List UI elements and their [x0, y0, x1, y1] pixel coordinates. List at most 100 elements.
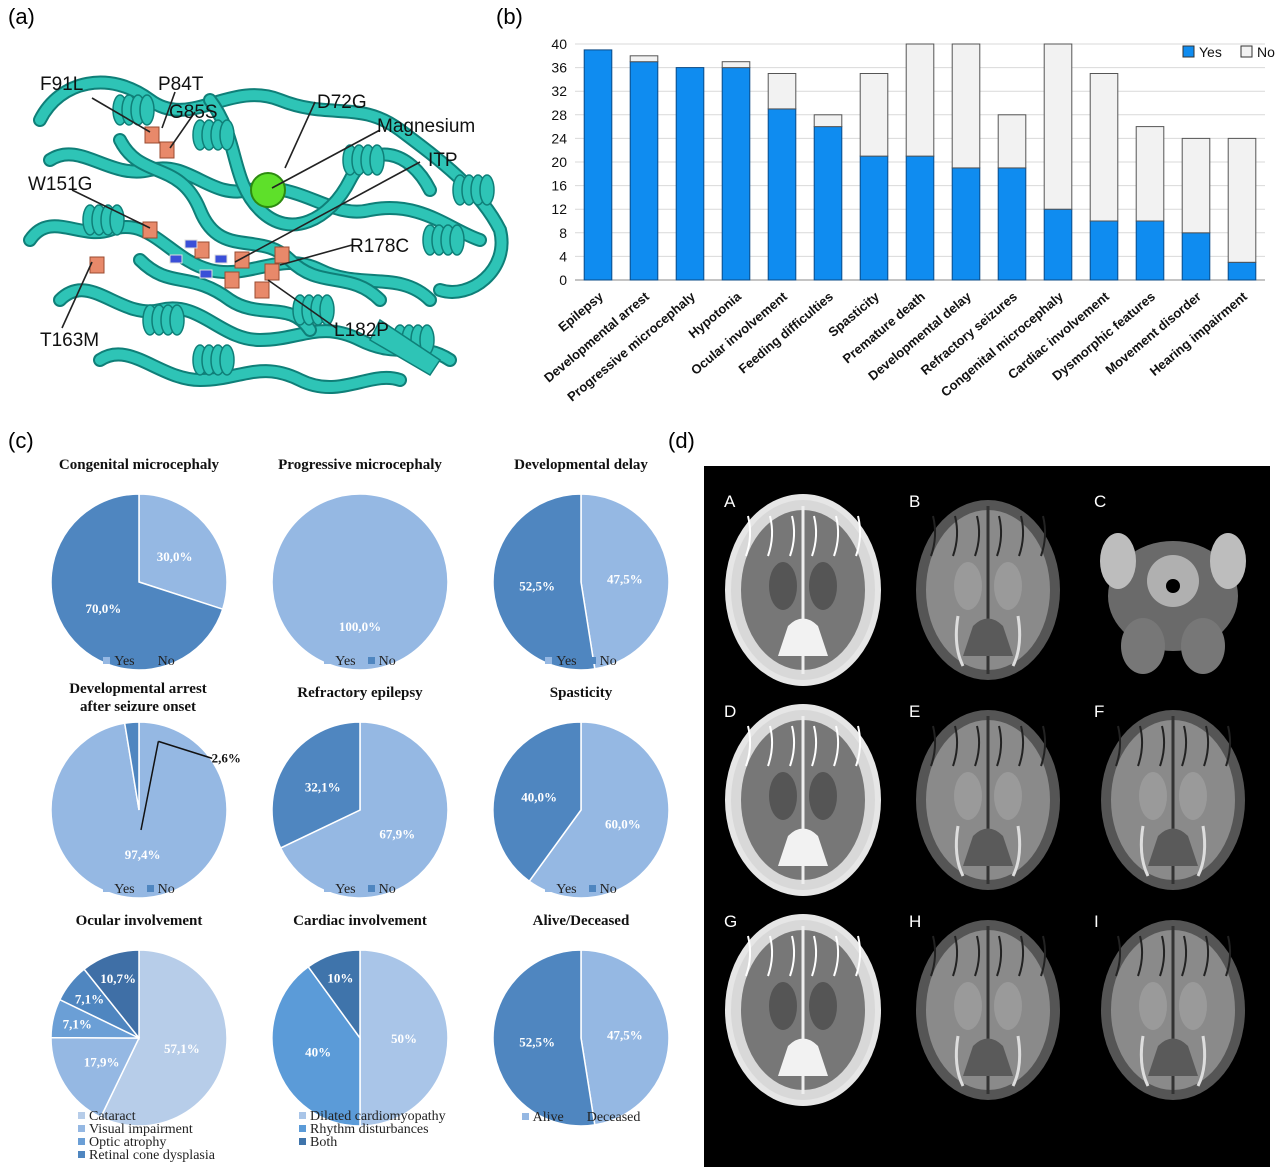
- mutation-label-d72g: D72G: [317, 92, 367, 113]
- pie-label-leader: [140, 741, 160, 831]
- y-tick-label: 40: [551, 36, 567, 52]
- mri-panel-label: A: [724, 492, 736, 511]
- legend-label: Optic atrophy: [89, 1135, 167, 1150]
- legend-swatch: [545, 885, 553, 892]
- pie-svg: 100,0%: [271, 493, 449, 671]
- mutation-sites: [89, 126, 290, 299]
- legend-swatch: [146, 657, 154, 664]
- pie-slice: [138, 493, 228, 611]
- brain-scan-image: [725, 914, 881, 1106]
- legend-label: No: [599, 654, 617, 669]
- legend-swatch: [78, 1151, 85, 1158]
- pie-value-label: 47,5%: [607, 572, 643, 587]
- legend-swatch: [521, 1113, 529, 1120]
- mri-panel-label: H: [909, 912, 922, 931]
- label-leader-lines: [61, 91, 421, 329]
- legend-label: Deceased: [586, 1110, 641, 1125]
- pie-slice: [99, 949, 228, 1127]
- pie-chart-5: Refractory epilepsy 67,9% 32,1% Yes No: [249, 680, 471, 905]
- legend-label: Dilated cardiomyopathy: [310, 1109, 446, 1124]
- pie-slice: [83, 949, 140, 1041]
- brain-scan-image: [916, 920, 1060, 1100]
- legend-label: Yes: [556, 654, 577, 669]
- mri-scan-b: B: [903, 486, 1073, 694]
- legend-swatch: [324, 885, 332, 892]
- legend-label: No: [1257, 44, 1275, 60]
- legend-swatch: [588, 885, 596, 892]
- legend-item: Yes: [103, 882, 135, 898]
- pie-svg: 57,1% 17,9% 7,1% 7,1% 10,7%: [50, 949, 228, 1127]
- pie-value-label: 50%: [391, 1031, 417, 1046]
- bar-no: [629, 55, 659, 63]
- pie-title: Refractory epilepsy: [297, 685, 423, 701]
- mutation-label-r178c: R178C: [350, 236, 409, 257]
- pie-legend: Cataract Visual impairment Optic atrophy Re…: [78, 1110, 300, 1163]
- mri-panel-label: F: [1094, 702, 1105, 721]
- pie-title: Congenital microcephaly: [58, 457, 220, 473]
- legend-item: No: [367, 654, 396, 670]
- mri-panel-label: D: [724, 702, 737, 721]
- pie-slice: [50, 1036, 141, 1119]
- legend-label: Yes: [335, 882, 356, 897]
- mutation-label-w151g: W151G: [28, 174, 92, 195]
- brain-scan-image: [725, 704, 881, 896]
- bar-yes: [583, 49, 613, 281]
- y-tick-label: 28: [551, 107, 567, 123]
- pie-value-label: 2,6%: [212, 750, 241, 765]
- mri-scan-d: D: [718, 696, 888, 904]
- brain-scan-image: [725, 494, 881, 686]
- legend-swatch: [78, 1112, 85, 1119]
- pie-slice: [271, 493, 449, 671]
- mri-scan-c: C: [1088, 486, 1258, 694]
- legend-label: No: [157, 654, 175, 669]
- pie-title: Ocular involvement: [75, 913, 203, 929]
- pie-chart-6: Spasticity 60,0% 40,0% Yes No: [470, 680, 692, 905]
- y-tick-label: 12: [551, 201, 567, 217]
- pie-chart-7: Ocular involvement 57,1% 17,9% 7,1% 7,1% 10,7…: [28, 908, 250, 1163]
- legend-label: Yes: [556, 882, 577, 897]
- bar-no: [1227, 137, 1257, 263]
- bar-yes: [1181, 232, 1211, 281]
- pie-value-label: 10,7%: [100, 971, 136, 986]
- bar-no: [1043, 43, 1073, 210]
- legend-label: Rhythm disturbances: [310, 1122, 429, 1137]
- mri-scan-e: E: [903, 696, 1073, 904]
- pie-svg: 60,0% 40,0%: [492, 721, 670, 899]
- pie-svg: 50% 40% 10%: [271, 949, 449, 1127]
- pie-value-label: 10%: [327, 971, 353, 986]
- pie-slice: [580, 949, 670, 1126]
- pie-slice: [50, 493, 224, 671]
- pie-legend: Yes No: [470, 654, 692, 670]
- pie-value-label: 67,9%: [379, 826, 415, 841]
- mutation-label-p84t: P84T: [158, 74, 204, 95]
- pie-value-label: 40%: [305, 1045, 331, 1060]
- pie-chart-3: Developmental delay 47,5% 52,5% Yes No: [470, 452, 692, 677]
- mutation-label-l182p: L182P: [334, 320, 389, 341]
- legend-item: Yes: [324, 654, 356, 670]
- legend-label: Alive: [532, 1110, 564, 1125]
- pie-chart-4: Developmental arrest after seizure onset…: [28, 680, 250, 905]
- pie-value-label: 30,0%: [157, 549, 193, 564]
- legend-swatch: [1240, 45, 1253, 58]
- legend-swatch: [588, 657, 596, 664]
- legend-swatch: [103, 885, 111, 892]
- legend-item: No: [588, 654, 617, 670]
- pie-value-label: 100,0%: [339, 619, 381, 634]
- bar-yes: [675, 67, 705, 281]
- pie-value-label: 7,1%: [63, 1017, 92, 1032]
- mri-scan-i: I: [1088, 906, 1258, 1114]
- mri-panel-label: C: [1094, 492, 1107, 511]
- pie-title: Alive/Deceased: [532, 913, 630, 929]
- pie-chart-9: Alive/Deceased 47,5% 52,5% Alive Deceased: [470, 908, 692, 1133]
- bar-yes: [629, 61, 659, 281]
- bar-yes: [813, 126, 843, 281]
- panel-label-b: (b): [496, 4, 523, 29]
- bar-yes: [767, 108, 797, 281]
- legend-item: Optic atrophy: [78, 1135, 300, 1150]
- y-tick-label: 8: [559, 225, 567, 241]
- mri-scan-h: H: [903, 906, 1073, 1114]
- legend-swatch: [545, 657, 553, 664]
- bar-no: [997, 114, 1027, 169]
- legend-label: No: [157, 882, 175, 897]
- legend-label: No: [599, 882, 617, 897]
